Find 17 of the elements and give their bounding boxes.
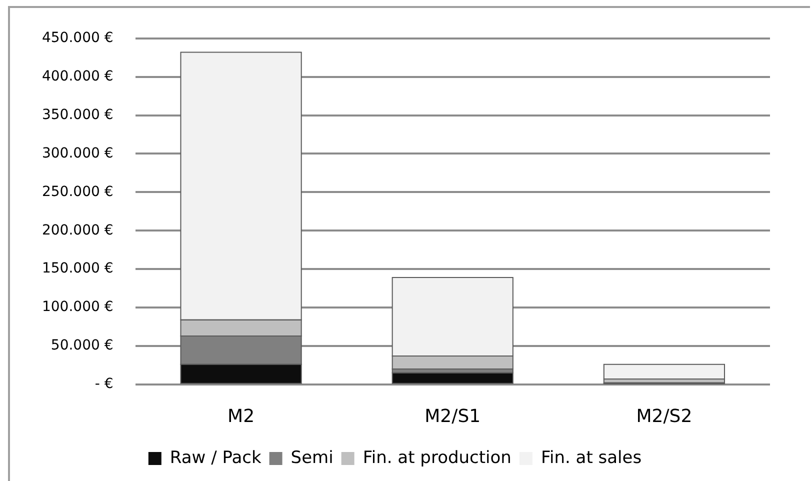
y-tick-label: 450.000 € <box>42 30 114 46</box>
x-tick-label: M2/S1 <box>424 406 481 427</box>
y-tick-label: 400.000 € <box>42 68 114 84</box>
legend-label: Fin. at sales <box>540 448 642 468</box>
y-tick-label: 200.000 € <box>42 222 114 238</box>
y-tick-label: 50.000 € <box>50 338 114 354</box>
y-tick-label: 300.000 € <box>42 145 114 162</box>
y-tick-label: 150.000 € <box>42 260 114 277</box>
y-tick-label: 100.000 € <box>42 299 114 316</box>
y-tick-label: 250.000 € <box>42 184 114 200</box>
y-tick-label: 350.000 € <box>42 106 114 123</box>
x-tick-label: M2 <box>228 406 255 427</box>
legend-label: Fin. at production <box>362 448 512 468</box>
y-tick-label: - € <box>94 376 114 392</box>
x-tick-label: M2/S2 <box>636 406 692 427</box>
legend-label: Raw / Pack <box>170 448 262 468</box>
legend-label: Semi <box>290 448 334 468</box>
